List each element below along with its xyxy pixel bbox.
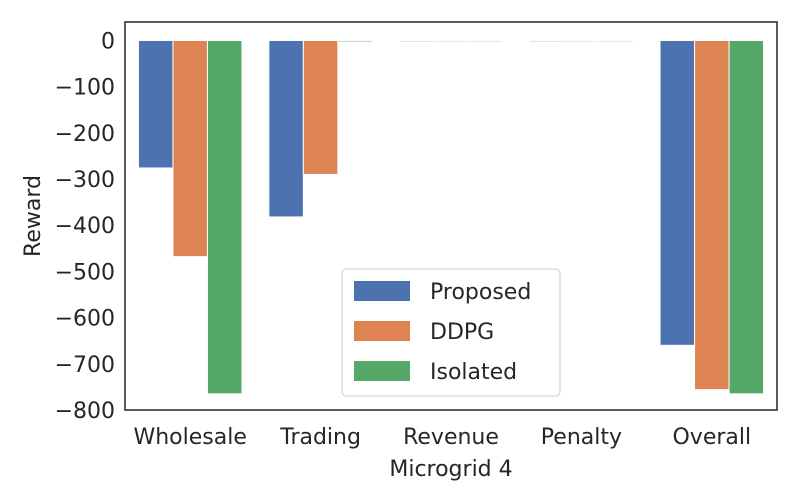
y-tick-label: 0 [101,29,115,54]
bars-group [137,39,765,395]
x-tick-label-wholesale: Wholesale [133,425,246,450]
bar-ddpg-trading [302,39,339,175]
bar-proposed-overall [659,39,696,346]
bar-ddpg-penalty [563,39,600,43]
y-tick-label: −800 [55,399,115,424]
legend-label-proposed: Proposed [430,280,531,305]
bar-isolated-overall [728,39,765,395]
legend-swatch-ddpg [354,321,410,341]
y-tick-label: −200 [55,122,115,147]
legend-swatch-isolated [354,361,410,381]
bar-proposed-penalty [529,39,565,43]
y-axis-title: Reward [21,175,46,257]
bar-proposed-revenue [398,39,435,43]
y-tick-label: −500 [55,260,115,285]
legend: Proposed DDPG Isolated [341,268,561,397]
bar-isolated-penalty [598,39,634,43]
y-tick-label: −100 [55,76,115,101]
y-axis-ticks: 0 −100 −200 −300 −400 −500 −600 −700 −800 [55,29,115,424]
plot-frame [124,21,778,411]
y-tick-label: −300 [55,168,115,193]
y-tick-label: −700 [55,353,115,378]
y-tick-label: −600 [55,307,115,332]
bar-isolated-revenue [467,39,504,43]
legend-label-isolated: Isolated [430,360,517,385]
bar-isolated-trading [337,39,373,43]
legend-swatch-proposed [354,281,410,301]
x-axis-ticks: Wholesale Trading Revenue Penalty Overall [133,425,751,450]
y-tick-label: −400 [55,214,115,239]
x-axis-title: Microgrid 4 [389,457,512,482]
bar-proposed-wholesale [137,39,174,169]
bar-ddpg-wholesale [172,39,208,258]
legend-label-ddpg: DDPG [430,320,494,345]
bar-isolated-wholesale [206,39,243,395]
x-tick-label-trading: Trading [279,425,361,450]
x-tick-label-revenue: Revenue [403,425,499,450]
x-tick-label-overall: Overall [672,425,751,450]
x-tick-label-penalty: Penalty [541,425,622,450]
bar-proposed-trading [268,39,304,218]
bar-ddpg-overall [694,39,730,391]
bar-ddpg-revenue [433,39,469,43]
